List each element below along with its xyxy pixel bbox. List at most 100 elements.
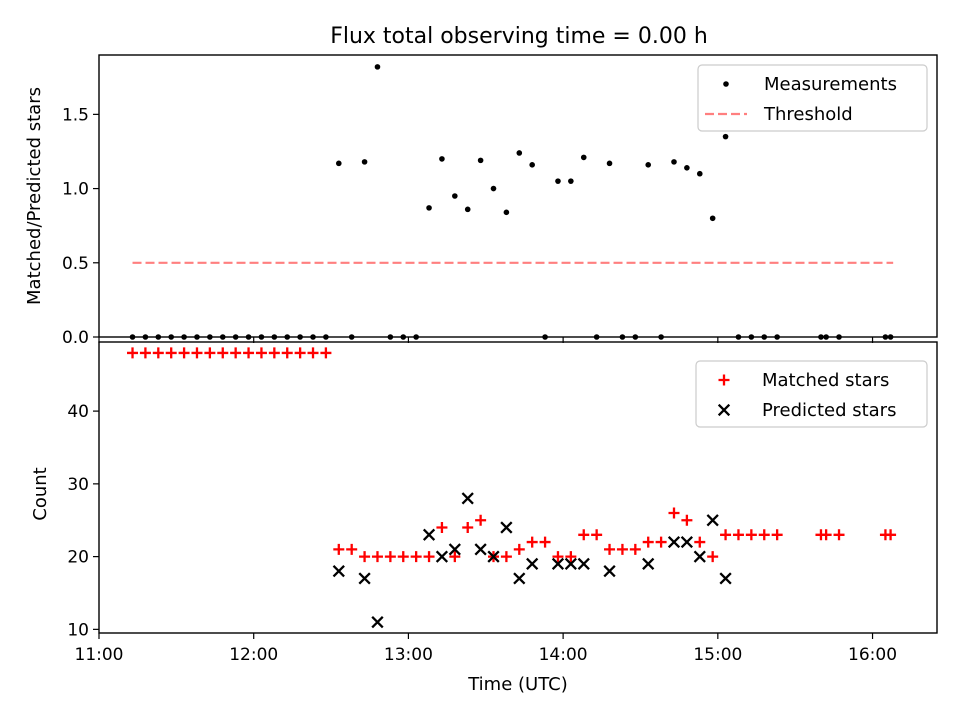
- matched-star-point: [745, 529, 757, 541]
- matched-star-point: [243, 347, 255, 359]
- predicted-star-point: [551, 557, 565, 571]
- legend-label: Matched stars: [762, 370, 889, 391]
- legend-box: [695, 360, 928, 428]
- bottom-ytick-label: 20: [67, 548, 89, 568]
- measurement-point: [374, 64, 381, 70]
- matched-star-point: [591, 529, 603, 541]
- matched-star-point: [668, 507, 680, 519]
- top-ytick-label: 0.5: [62, 254, 89, 274]
- predicted-star-point: [642, 557, 655, 571]
- measurement-point: [335, 160, 342, 167]
- measurement-point: [361, 159, 368, 165]
- predicted-star-point: [719, 572, 732, 585]
- matched-star-point: [410, 551, 422, 563]
- matched-star-point: [333, 543, 345, 555]
- predicted-star-point: [667, 535, 681, 549]
- measurement-point: [568, 178, 574, 184]
- matched-star-point: [204, 347, 216, 359]
- bottom-axes-frame: [98, 341, 938, 634]
- matched-star-point: [820, 529, 832, 541]
- matched-star-point: [268, 347, 280, 359]
- matched-star-point: [423, 551, 435, 563]
- matched-star-point: [307, 347, 319, 359]
- measurement-point: [555, 178, 561, 184]
- predicted-star-point: [474, 543, 487, 556]
- legend-matched-marker: [718, 374, 730, 386]
- top-ytick-label: 1.0: [62, 180, 89, 200]
- matched-star-point: [397, 551, 409, 563]
- predicted-star-point: [371, 615, 384, 629]
- matched-star-point: [681, 514, 693, 526]
- xtick-label: 13:00: [384, 645, 433, 665]
- matched-star-point: [539, 536, 551, 548]
- predicted-star-point: [500, 521, 513, 534]
- matched-star-point: [127, 347, 139, 359]
- measurement-point: [709, 215, 716, 222]
- measurement-point: [684, 165, 690, 171]
- top-y-axis-label: Matched/Predicted stars: [24, 87, 45, 305]
- matched-star-point: [500, 551, 512, 563]
- matched-star-point: [552, 551, 564, 563]
- matched-star-point: [462, 522, 474, 534]
- predicted-star-point: [706, 514, 719, 527]
- predicted-star-point: [487, 550, 500, 563]
- predicted-star-point: [513, 572, 526, 585]
- matched-star-point: [655, 536, 667, 548]
- matched-star-point: [707, 551, 719, 563]
- top-axes-frame: [98, 54, 938, 338]
- bottom-ytick-label: 40: [67, 402, 89, 422]
- matched-star-point: [191, 347, 203, 359]
- measurement-point: [516, 150, 523, 156]
- matched-star-point: [320, 347, 332, 359]
- predicted-star-point: [435, 550, 449, 563]
- predicted-star-point: [422, 528, 436, 541]
- matched-star-point: [359, 551, 371, 563]
- matched-star-point: [255, 347, 267, 359]
- matched-star-point: [371, 551, 383, 563]
- predicted-star-point: [564, 557, 577, 571]
- legend-measurement-marker: [723, 81, 729, 87]
- measurement-point: [580, 154, 587, 161]
- predicted-star-point: [448, 543, 461, 556]
- top-legend: Measurements Threshold: [697, 64, 928, 132]
- xtick-label: 11:00: [75, 645, 124, 665]
- matched-star-point: [230, 347, 242, 359]
- matched-star-point: [384, 551, 396, 563]
- measurement-point: [529, 162, 535, 168]
- legend-label: Threshold: [763, 104, 853, 125]
- matched-star-point: [152, 347, 164, 359]
- matched-star-point: [758, 529, 770, 541]
- matched-star-point: [833, 529, 845, 541]
- matched-star-point: [565, 551, 577, 563]
- predicted-star-point: [461, 492, 474, 505]
- measurement-point: [439, 156, 445, 162]
- matched-star-point: [694, 536, 706, 548]
- top-panel: 0.0 0.5 1.0 1.5 Matched/Predicted stars Mea…: [24, 54, 938, 348]
- legend-box: [697, 64, 928, 132]
- legend-label: Measurements: [764, 74, 897, 95]
- chart-title: Flux total observing time = 0.00 h: [330, 24, 708, 49]
- matched-star-point: [604, 543, 616, 555]
- x-axis-label: Time (UTC): [467, 674, 568, 695]
- legend-predicted-marker: [717, 403, 731, 417]
- predicted-star-point: [693, 550, 706, 563]
- matched-star-point: [217, 347, 229, 359]
- matched-star-point: [294, 347, 306, 359]
- xtick-label: 16:00: [848, 645, 897, 665]
- matched-star-point: [346, 543, 358, 555]
- predicted-star-point: [603, 565, 616, 578]
- matched-star-point: [720, 529, 732, 541]
- matched-star-point: [578, 529, 590, 541]
- matched-star-point: [178, 347, 190, 359]
- matched-star-point: [629, 543, 641, 555]
- legend-label: Predicted stars: [762, 400, 896, 421]
- measurement-point: [606, 160, 613, 167]
- bottom-ytick-label: 30: [67, 475, 89, 495]
- matched-star-point: [885, 529, 897, 541]
- predicted-star-point: [577, 557, 590, 571]
- xtick-label: 14:00: [539, 645, 588, 665]
- bottom-y-axis-label: Count: [30, 467, 51, 520]
- measurement-point: [490, 185, 497, 192]
